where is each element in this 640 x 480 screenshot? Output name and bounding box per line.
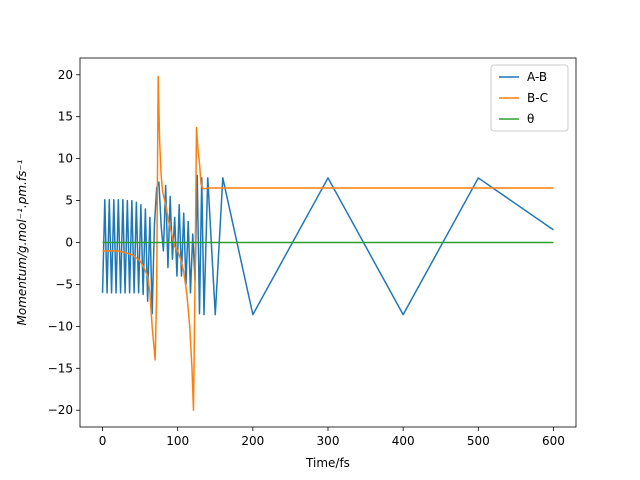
- series-line-1: [102, 75, 554, 411]
- x-axis-label: Time/fs: [305, 456, 350, 470]
- x-tick-label: 300: [317, 434, 340, 448]
- y-tick-label: 10: [58, 152, 73, 166]
- y-tick-label: 15: [58, 110, 73, 124]
- y-tick-label: −15: [48, 361, 73, 375]
- axes: 0 100 200 300 400 500 600 −20 −15 −10 −5 0 5 10 15 20 Ti…: [15, 57, 577, 470]
- y-tick-label: −20: [48, 403, 73, 417]
- legend-box: [490, 64, 569, 132]
- series-line-0: [101, 174, 554, 316]
- legend-label-1: B-C: [527, 91, 548, 105]
- y-tick-label: −5: [55, 277, 73, 291]
- x-tick-label: 400: [392, 434, 415, 448]
- legend: A-B B-C θ: [490, 64, 569, 132]
- plot-area: [101, 75, 554, 411]
- x-tick-label: 500: [467, 434, 490, 448]
- x-tick-label: 600: [542, 434, 565, 448]
- x-tick-label: 100: [166, 434, 189, 448]
- legend-label-2: θ: [527, 112, 534, 126]
- x-tick-label: 200: [241, 434, 264, 448]
- x-tick-label: 0: [99, 434, 107, 448]
- legend-label-0: A-B: [527, 70, 547, 84]
- y-tick-label: −10: [48, 319, 73, 333]
- y-tick-label: 20: [58, 68, 73, 82]
- y-tick-label: 5: [65, 194, 73, 208]
- y-tick-label: 0: [65, 236, 73, 250]
- y-axis-label: Momentum/g.mol⁻¹.pm.fs⁻¹: [15, 159, 29, 325]
